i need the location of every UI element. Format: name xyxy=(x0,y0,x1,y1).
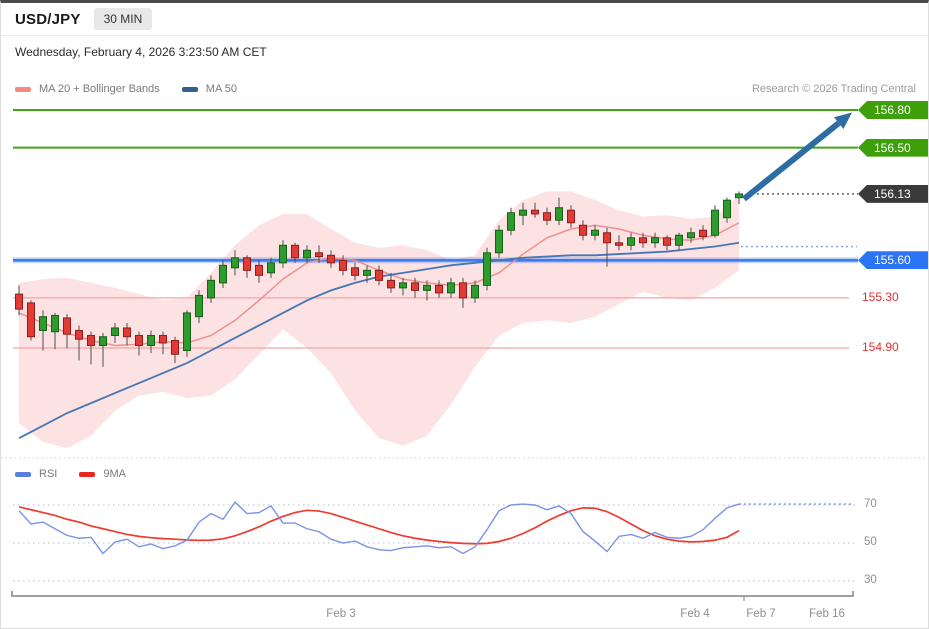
candle-body xyxy=(519,209,527,216)
rsi-line xyxy=(18,501,740,555)
chart-datetime: Wednesday, February 4, 2026 3:23:50 AM C… xyxy=(15,45,267,59)
candle-body xyxy=(339,259,347,271)
candle-body xyxy=(63,317,71,335)
candle-body xyxy=(447,282,455,294)
candle-body xyxy=(483,252,491,286)
candle-body xyxy=(387,279,395,289)
candle-body xyxy=(87,334,95,346)
candle-body xyxy=(159,334,167,344)
candle-body xyxy=(531,209,539,215)
rsi-legend: RSI 9MA xyxy=(15,468,148,480)
timeframe-badge[interactable]: 30 MIN xyxy=(93,8,153,30)
candle-body xyxy=(711,209,719,236)
candle-body xyxy=(207,279,215,299)
candle-body xyxy=(555,207,563,221)
price-chart-canvas xyxy=(1,109,928,601)
rsi-swatch-icon xyxy=(15,471,31,477)
candle-body xyxy=(603,232,611,244)
candle-body xyxy=(75,329,83,340)
rsi-9ma-line xyxy=(18,506,740,545)
research-credit: Research © 2026 Trading Central xyxy=(751,83,916,95)
candle-body xyxy=(15,293,23,310)
candle-body xyxy=(135,334,143,346)
candle-body xyxy=(231,257,239,269)
candle-body xyxy=(195,294,203,318)
candle-body xyxy=(267,262,275,274)
candle-body xyxy=(495,229,503,254)
candle-body xyxy=(687,232,695,239)
main-chart-legend: MA 20 + Bollinger Bands MA 50 xyxy=(15,83,259,95)
candle-body xyxy=(423,284,431,291)
projection-arrow-head xyxy=(834,112,852,129)
symbol-title: USD/JPY xyxy=(15,10,81,28)
candle-body xyxy=(111,327,119,336)
candle-body xyxy=(699,229,707,238)
candle-body xyxy=(171,339,179,355)
candle-body xyxy=(243,257,251,271)
candle-body xyxy=(411,282,419,291)
candle-body xyxy=(315,252,323,258)
candle-body xyxy=(375,269,383,281)
ma50-legend-label: MA 50 xyxy=(205,83,237,95)
projection-arrow-shaft xyxy=(742,120,841,202)
candle-body xyxy=(183,312,191,351)
candle-body xyxy=(591,229,599,236)
candle-body xyxy=(39,316,47,331)
ma9-legend-label: 9MA xyxy=(103,468,126,480)
candle-body xyxy=(675,234,683,246)
candle-body xyxy=(219,264,227,284)
candle-body xyxy=(435,284,443,294)
candle-body xyxy=(279,244,287,264)
header-bar: USD/JPY 30 MIN xyxy=(1,3,928,36)
candle-body xyxy=(351,267,359,276)
ma20-bollinger-swatch-icon xyxy=(15,86,31,92)
candle-body xyxy=(459,282,467,299)
candle-body xyxy=(471,284,479,299)
candle-body xyxy=(579,224,587,236)
ma50-swatch-icon xyxy=(181,86,198,92)
ma20-bollinger-legend-label: MA 20 + Bollinger Bands xyxy=(39,83,160,95)
candle-body xyxy=(51,314,59,333)
candle-body xyxy=(123,327,131,338)
candle-body xyxy=(147,334,155,346)
candle-body xyxy=(651,237,659,244)
candle-body xyxy=(543,212,551,221)
candle-body xyxy=(327,254,335,264)
candle-body xyxy=(567,209,575,224)
candle-body xyxy=(723,199,731,219)
candle-body xyxy=(627,237,635,246)
candle-body xyxy=(99,336,107,346)
candle-body xyxy=(507,212,515,231)
candle-body xyxy=(639,237,647,244)
ma9-swatch-icon xyxy=(79,471,96,477)
candle-body xyxy=(735,193,743,199)
candle-body xyxy=(303,249,311,259)
rsi-legend-label: RSI xyxy=(39,468,58,480)
candle-body xyxy=(27,302,35,338)
candle-body xyxy=(255,264,263,276)
bollinger-band-area xyxy=(19,191,739,449)
candle-body xyxy=(291,244,299,259)
candle-body xyxy=(363,269,371,276)
candle-body xyxy=(399,282,407,289)
candle-body xyxy=(663,237,671,246)
candle-body xyxy=(615,242,623,246)
